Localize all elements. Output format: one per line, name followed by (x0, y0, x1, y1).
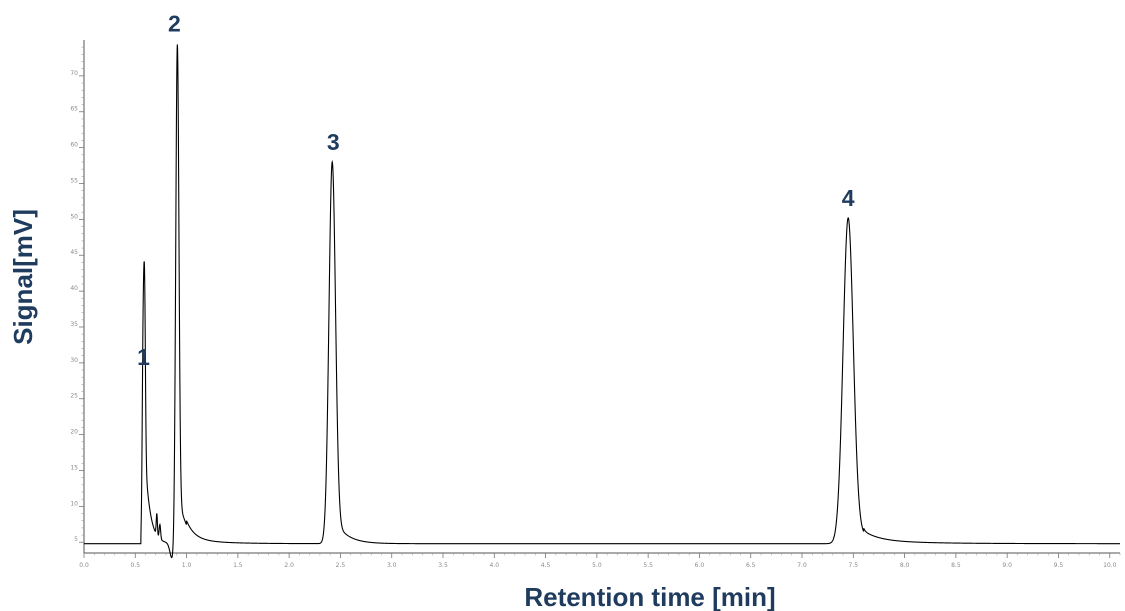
peak-label-4: 4 (842, 185, 855, 211)
y-tick-label: 70 (70, 70, 78, 77)
x-tick-label: 10.0 (1103, 562, 1117, 569)
x-axis: 0.0 0.5 1.0 1.5 2.0 2.5 3.0 3.5 4.0 4.5 5.0 5.5 6.0 6… (79, 552, 1121, 569)
y-tick-label: 20 (70, 429, 78, 436)
signal-trace (84, 44, 1120, 559)
x-tick-label: 6.0 (695, 562, 705, 569)
y-tick-label: 40 (70, 285, 78, 292)
x-tick-label: 2.0 (284, 562, 294, 569)
peak-labels: 1 2 3 4 (137, 11, 855, 371)
x-tick-label: 8.0 (900, 562, 910, 569)
y-tick-label: 45 (70, 249, 78, 256)
x-tick-label: 1.0 (182, 562, 192, 569)
y-tick-label: 55 (70, 177, 78, 184)
x-tick-label: 1.5 (233, 562, 243, 569)
y-tick-label: 30 (70, 357, 78, 364)
x-tick-label: 8.5 (951, 562, 961, 569)
x-tick-label: 9.0 (1002, 562, 1012, 569)
y-tick-label: 60 (70, 142, 78, 149)
x-tick-label: 2.5 (336, 562, 346, 569)
x-tick-label: 5.0 (592, 562, 602, 569)
y-tick-label: 35 (70, 321, 78, 328)
y-axis-title: Signal[mV] (8, 209, 38, 345)
x-tick-label: 0.0 (79, 562, 89, 569)
y-tick-label: 50 (70, 213, 78, 220)
y-tick-label: 65 (70, 106, 78, 113)
x-axis-title: Retention time [min] (524, 582, 775, 611)
x-tick-label: 0.5 (131, 562, 141, 569)
x-tick-label: 6.5 (746, 562, 756, 569)
x-tick-label: 5.5 (643, 562, 653, 569)
x-tick-label: 3.0 (387, 562, 397, 569)
x-tick-label: 4.5 (541, 562, 551, 569)
y-tick-label: 5 (74, 536, 78, 543)
y-axis: 5 10 15 20 25 30 35 40 45 50 55 60 65 70 (70, 40, 85, 553)
x-tick-label: 7.0 (797, 562, 807, 569)
x-tick-label: 7.5 (849, 562, 859, 569)
y-tick-label: 25 (70, 393, 78, 400)
y-tick-label: 15 (70, 464, 78, 471)
peak-label-3: 3 (327, 129, 340, 155)
x-tick-label: 4.0 (490, 562, 500, 569)
x-tick-label: 3.5 (438, 562, 448, 569)
peak-label-1: 1 (137, 344, 150, 370)
y-tick-label: 10 (70, 500, 78, 507)
x-tick-label: 9.5 (1054, 562, 1064, 569)
peak-label-2: 2 (168, 11, 181, 37)
